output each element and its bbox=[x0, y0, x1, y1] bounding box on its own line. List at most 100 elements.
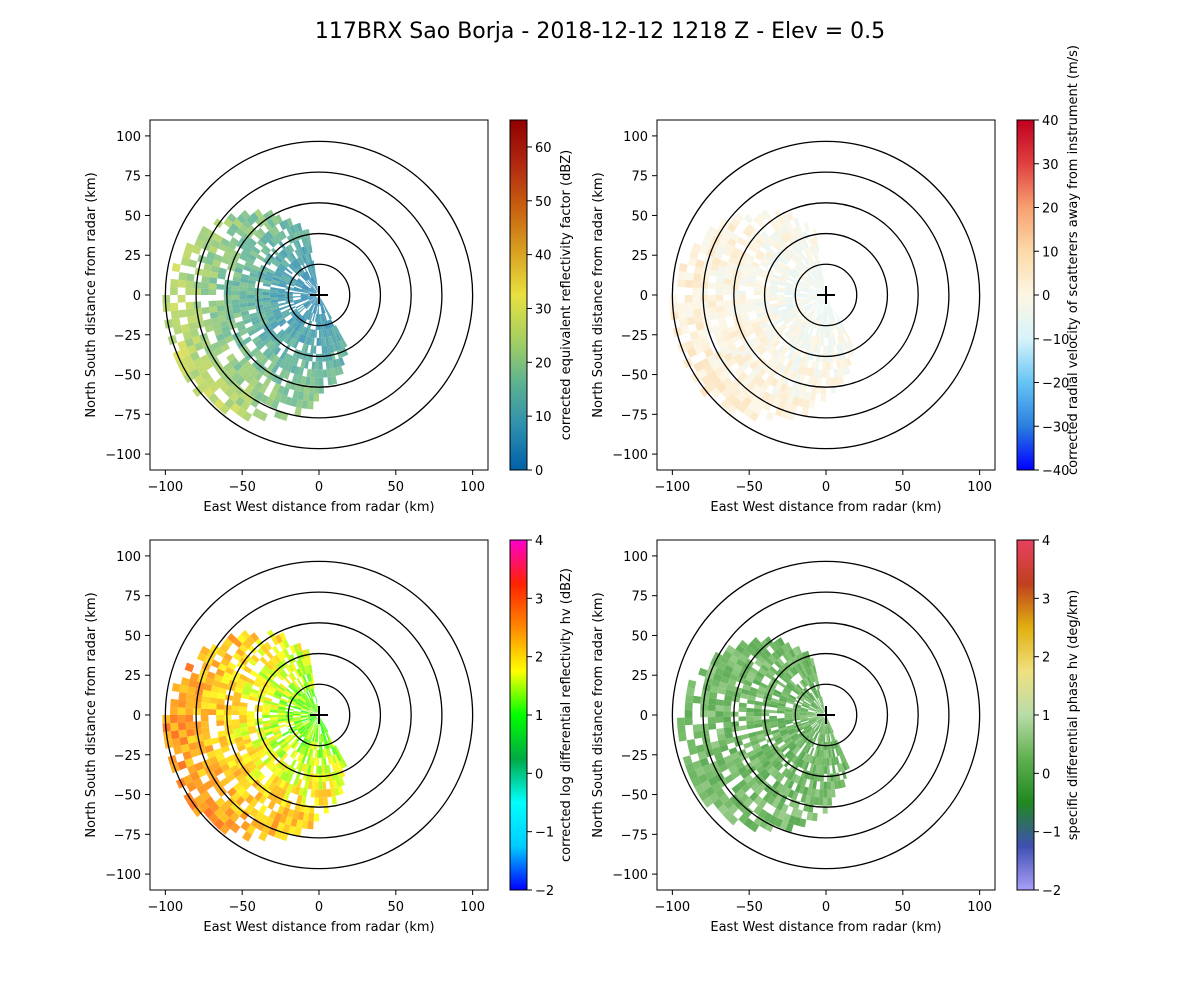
echo-gate bbox=[321, 757, 325, 766]
echo-gate bbox=[808, 718, 816, 722]
echo-gate bbox=[738, 803, 749, 814]
echo-gate bbox=[830, 749, 834, 758]
y-tick-label: −50 bbox=[621, 369, 648, 384]
echo-gate bbox=[823, 284, 826, 292]
echo-gate bbox=[312, 688, 316, 697]
echo-gate bbox=[310, 304, 315, 313]
echo-gate bbox=[809, 299, 817, 304]
echo-gate bbox=[827, 305, 830, 314]
echo-gate bbox=[803, 222, 810, 232]
echo-gate bbox=[781, 644, 789, 653]
echo-gate bbox=[677, 310, 687, 320]
echo-gate bbox=[769, 303, 778, 308]
echo-gate bbox=[262, 757, 271, 765]
echo-gate bbox=[766, 345, 775, 354]
echo-gate bbox=[256, 310, 265, 316]
echo-gate bbox=[786, 221, 794, 231]
echo-gate bbox=[703, 348, 714, 358]
echo-gate bbox=[339, 340, 345, 349]
echo-gate bbox=[803, 399, 810, 409]
echo-gate bbox=[761, 301, 770, 306]
echo-gate bbox=[799, 260, 807, 268]
echo-gate bbox=[814, 699, 820, 707]
echo-gate bbox=[848, 339, 855, 348]
echo-gate bbox=[796, 347, 803, 356]
echo-gate bbox=[247, 725, 256, 731]
echo-gate bbox=[189, 771, 200, 782]
echo-gate bbox=[821, 765, 825, 774]
echo-gate bbox=[786, 751, 794, 760]
echo-gate bbox=[276, 329, 285, 337]
echo-gate bbox=[739, 793, 750, 804]
echo-gate bbox=[719, 793, 730, 804]
echo-gate bbox=[822, 749, 825, 758]
echo-gate bbox=[753, 712, 762, 717]
echo-gate bbox=[281, 249, 289, 258]
echo-gate bbox=[233, 638, 243, 648]
echo-gate bbox=[771, 273, 781, 280]
echo-gate bbox=[213, 327, 223, 336]
echo-gate bbox=[254, 339, 263, 348]
echo-gate bbox=[713, 251, 723, 260]
echo-gate bbox=[783, 267, 792, 274]
echo-gate bbox=[311, 781, 316, 790]
echo-gate bbox=[213, 747, 223, 756]
echo-gate bbox=[755, 237, 764, 247]
echo-gate bbox=[313, 285, 318, 293]
echo-gate bbox=[796, 234, 803, 243]
echo-gate bbox=[221, 745, 231, 754]
echo-gate bbox=[820, 337, 824, 346]
echo-gate bbox=[824, 765, 827, 774]
echo-gate bbox=[331, 755, 337, 764]
echo-gate bbox=[292, 296, 301, 298]
echo-gate bbox=[300, 296, 309, 299]
echo-gate bbox=[309, 724, 315, 732]
echo-gate bbox=[331, 343, 337, 352]
echo-gate bbox=[707, 301, 716, 308]
echo-gate bbox=[201, 307, 210, 315]
figure-title: 117BRX Sao Borja - 2018-12-12 1218 Z - E… bbox=[315, 19, 885, 44]
echo-gate bbox=[271, 793, 280, 803]
echo-gate bbox=[703, 364, 714, 375]
echo-gate bbox=[764, 692, 773, 698]
echo-gate bbox=[282, 219, 290, 229]
echo-gate bbox=[817, 716, 824, 722]
echo-gate bbox=[829, 305, 834, 313]
echo-gate bbox=[319, 377, 324, 386]
echo-gate bbox=[780, 258, 788, 266]
echo-gate bbox=[754, 674, 763, 683]
echo-gate bbox=[813, 253, 818, 262]
echo-gate bbox=[811, 301, 818, 307]
echo-gate bbox=[687, 257, 697, 267]
echo-gate bbox=[213, 398, 225, 410]
echo-gate bbox=[280, 277, 289, 283]
echo-gate bbox=[270, 819, 280, 830]
echo-gate bbox=[225, 335, 235, 344]
echo-gate bbox=[250, 368, 260, 378]
echo-gate bbox=[790, 733, 798, 739]
echo-gate bbox=[319, 781, 323, 790]
echo-gate bbox=[765, 251, 774, 259]
echo-gate bbox=[781, 255, 790, 263]
echo-gate bbox=[285, 716, 293, 719]
colorbar-tick-label: 3 bbox=[1042, 592, 1050, 607]
echo-gate bbox=[305, 229, 311, 238]
echo-gate bbox=[837, 780, 843, 789]
echo-gate bbox=[337, 366, 344, 375]
echo-gate bbox=[286, 217, 294, 227]
echo-gate bbox=[778, 364, 787, 374]
echo-gate bbox=[236, 366, 247, 376]
echo-gate bbox=[285, 688, 293, 695]
echo-gate bbox=[312, 286, 318, 293]
echo-gate bbox=[210, 265, 220, 273]
echo-gate bbox=[826, 369, 831, 378]
echo-gate bbox=[293, 299, 302, 302]
echo-gate bbox=[826, 314, 828, 322]
echo-gate bbox=[770, 305, 779, 311]
echo-gate bbox=[305, 352, 311, 361]
echo-gate bbox=[827, 725, 831, 734]
range-ring bbox=[794, 263, 858, 327]
echo-gate bbox=[730, 751, 740, 760]
echo-gate bbox=[754, 719, 762, 725]
echo-gate bbox=[700, 723, 709, 731]
